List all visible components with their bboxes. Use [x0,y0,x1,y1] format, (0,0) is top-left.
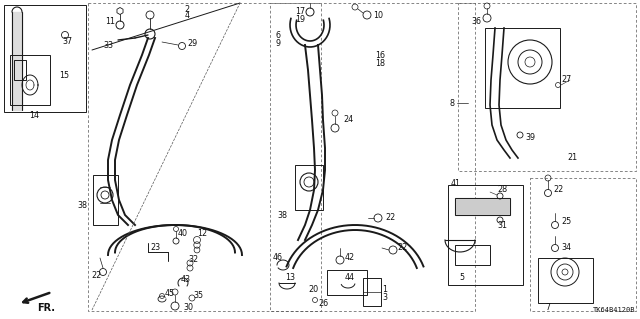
Text: FR.: FR. [37,303,55,313]
Text: 18: 18 [375,58,385,68]
Bar [14,60,26,80]
Bar [4,5,86,112]
Text: 45: 45 [165,288,175,298]
Bar [485,28,560,108]
Bar [363,278,381,306]
Text: 24: 24 [343,115,353,124]
Text: 38: 38 [277,211,287,219]
Text: 6: 6 [275,31,280,40]
Text: 25: 25 [561,218,571,226]
Text: 11: 11 [105,18,115,26]
Text: 33: 33 [103,41,113,49]
Bar [295,165,323,210]
Text: TK64B4120B: TK64B4120B [593,307,635,313]
Text: 36: 36 [471,18,481,26]
Text: 3: 3 [383,293,387,302]
Bar [538,258,593,303]
Bar [93,175,118,225]
Text: 22: 22 [385,213,395,222]
Bar [10,55,50,105]
Text: 9: 9 [275,39,280,48]
Text: 13: 13 [285,273,295,283]
Bar [88,3,321,311]
Text: 42: 42 [345,254,355,263]
Text: 7: 7 [545,303,550,313]
Bar [530,178,636,311]
Text: 14: 14 [29,112,39,121]
Text: 4: 4 [184,11,189,20]
Text: 43: 43 [181,275,191,284]
Text: 17: 17 [295,8,305,17]
Bar [270,3,475,311]
Text: 30: 30 [183,303,193,313]
Text: 37: 37 [62,38,72,47]
Text: 35: 35 [193,291,203,300]
Text: 39: 39 [525,133,535,143]
Text: 29: 29 [187,40,197,48]
Polygon shape [12,12,22,110]
Text: 32: 32 [188,256,198,264]
Bar [458,3,636,171]
Text: 34: 34 [561,243,571,253]
Text: 40: 40 [178,229,188,239]
Text: 28: 28 [497,186,507,195]
Text: 5: 5 [460,273,465,283]
Text: 10: 10 [373,11,383,19]
Text: 22: 22 [91,271,101,279]
Text: 20: 20 [308,286,318,294]
Polygon shape [455,198,510,215]
Text: 23: 23 [150,243,160,253]
Text: 22: 22 [398,243,408,253]
Bar [327,270,367,295]
Bar [448,185,523,285]
Text: 16: 16 [375,50,385,60]
Text: 26: 26 [318,300,328,308]
Text: 31: 31 [497,220,507,229]
Text: 8: 8 [449,99,454,108]
Text: 1: 1 [383,286,387,294]
Text: 12: 12 [197,229,207,239]
Text: 46: 46 [273,254,283,263]
Text: 15: 15 [59,70,69,79]
Text: 44: 44 [345,273,355,283]
Bar [455,198,510,215]
Text: 21: 21 [567,153,577,162]
Text: 2: 2 [184,4,189,13]
Text: 41: 41 [451,179,461,188]
Text: 22: 22 [554,186,564,195]
Text: 38: 38 [77,201,87,210]
Text: 19: 19 [295,16,305,25]
Bar [455,245,490,265]
Text: 27: 27 [561,76,571,85]
